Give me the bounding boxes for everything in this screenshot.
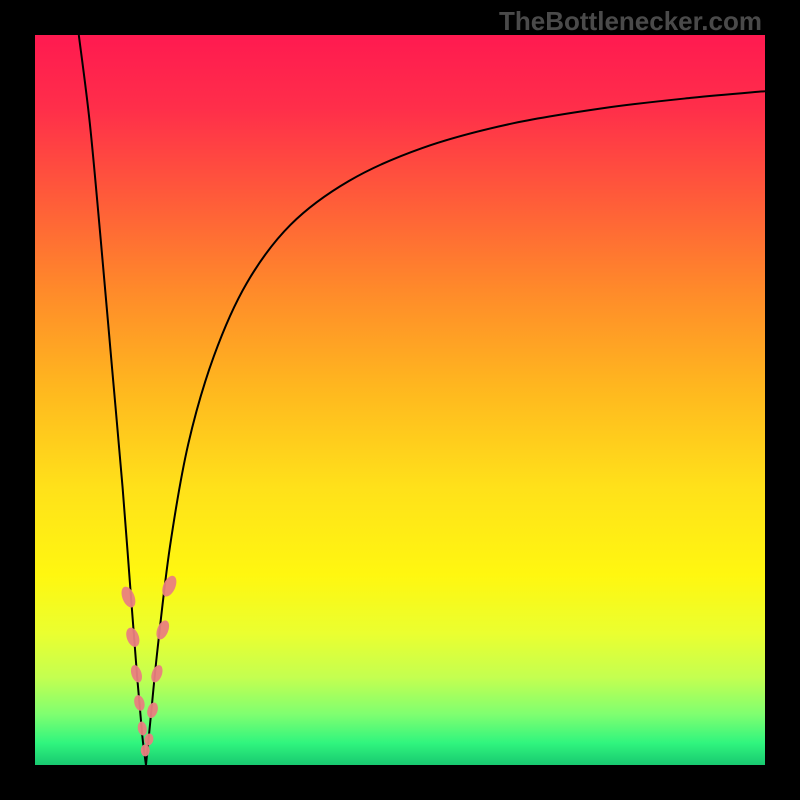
watermark-text: TheBottlenecker.com — [499, 6, 762, 37]
plot-frame — [35, 35, 765, 765]
marker-point — [145, 701, 159, 719]
curve-right — [146, 91, 765, 765]
curve-left — [79, 35, 146, 765]
marker-point — [129, 664, 144, 684]
marker-point — [159, 574, 179, 599]
marker-point — [124, 626, 142, 649]
marker-point — [132, 694, 146, 712]
marker-point — [149, 664, 165, 684]
marker-point — [141, 744, 150, 756]
marker-point — [119, 585, 138, 610]
marker-point — [154, 619, 172, 642]
plot-svg — [35, 35, 765, 765]
marker-point — [137, 721, 148, 736]
